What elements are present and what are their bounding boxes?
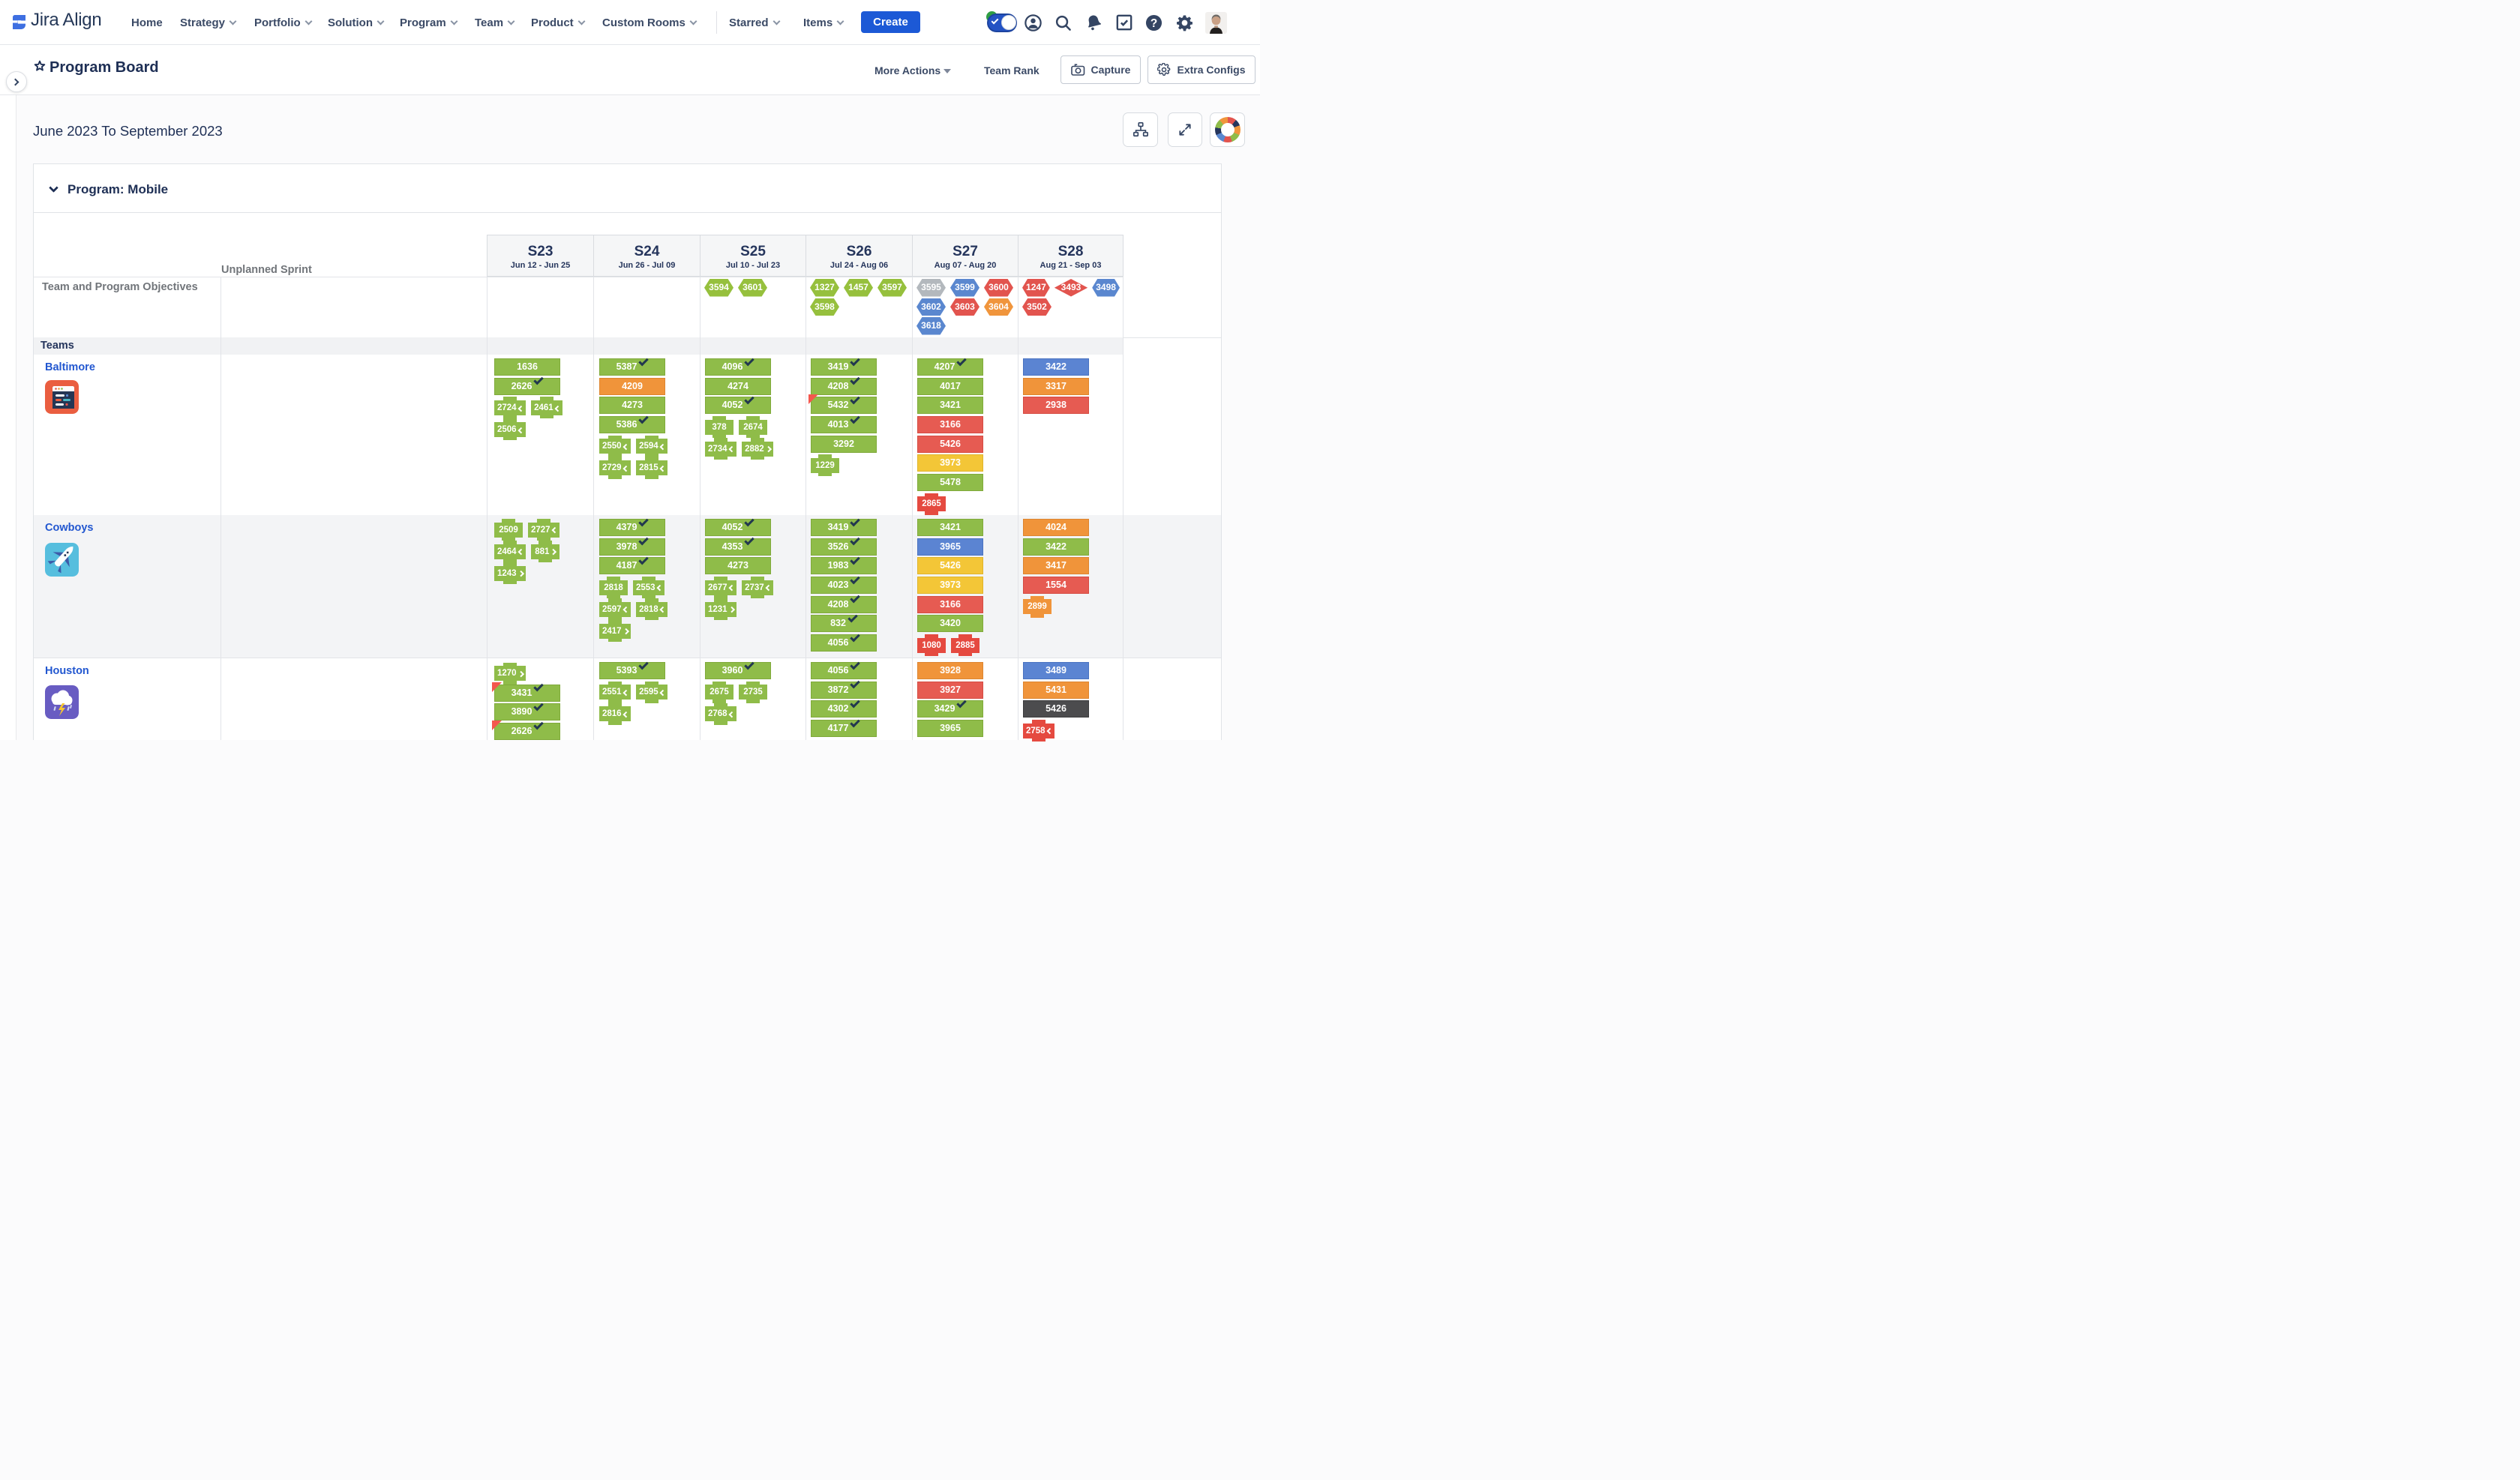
svg-text:?: ? (1150, 17, 1157, 30)
